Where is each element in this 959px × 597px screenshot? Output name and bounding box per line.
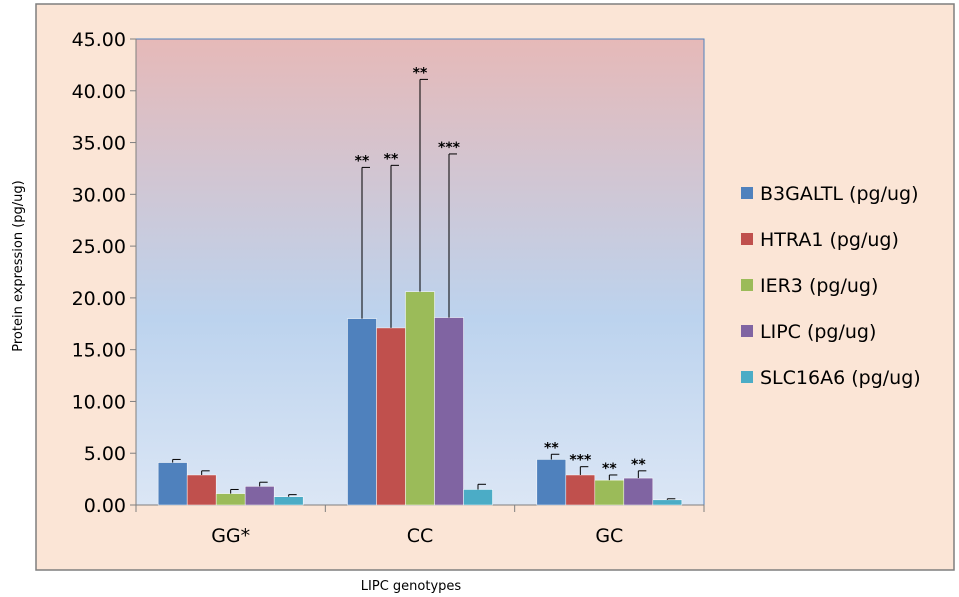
legend-swatch [741,325,753,337]
bar [376,327,406,506]
significance-label: ** [631,457,646,473]
legend-entry: B3GALTL (pg/ug) [760,183,919,205]
bar [623,477,654,506]
y-tick-label: 5.00 [84,443,126,465]
bar [405,291,435,506]
significance-label: *** [438,140,461,156]
legend-entry: HTRA1 (pg/ug) [760,229,899,251]
bar [244,486,275,506]
significance-label: ** [544,440,559,456]
significance-label: ** [413,65,428,81]
y-tick-label: 25.00 [72,236,126,258]
legend-entry: IER3 (pg/ug) [760,275,878,297]
legend-swatch [741,187,753,199]
legend-swatch [741,279,753,291]
bar [652,499,683,506]
x-tick-label: GC [595,525,623,547]
legend-entry: SLC16A6 (pg/ug) [760,367,921,389]
bar [594,479,625,506]
significance-label: ** [602,461,617,477]
bar [157,462,188,506]
y-tick-label: 40.00 [72,81,126,103]
bar [186,474,217,506]
y-tick-label: 0.00 [84,495,126,517]
y-tick-label: 35.00 [72,133,126,155]
significance-label: *** [569,453,592,469]
x-tick-label: CC [407,525,434,547]
x-tick-label: GG* [211,525,250,547]
significance-label: ** [355,153,370,169]
significance-label: ** [384,151,399,167]
bar [565,474,596,506]
bar [347,318,377,506]
bar [215,493,246,506]
y-tick-label: 20.00 [72,288,126,310]
x-axis-title: LIPC genotypes [361,579,462,594]
y-axis-title: Protein expression (pg/ug) [11,180,26,351]
legend-entry: LIPC (pg/ug) [760,321,876,343]
y-tick-label: 30.00 [72,184,126,206]
legend-swatch [741,233,753,245]
y-tick-label: 15.00 [72,340,126,362]
bar [273,496,304,506]
y-tick-label: 10.00 [72,391,126,413]
bar [434,317,464,506]
y-tick-label: 45.00 [72,29,126,51]
legend-swatch [741,371,753,383]
bar [463,489,493,506]
bar [536,459,567,506]
